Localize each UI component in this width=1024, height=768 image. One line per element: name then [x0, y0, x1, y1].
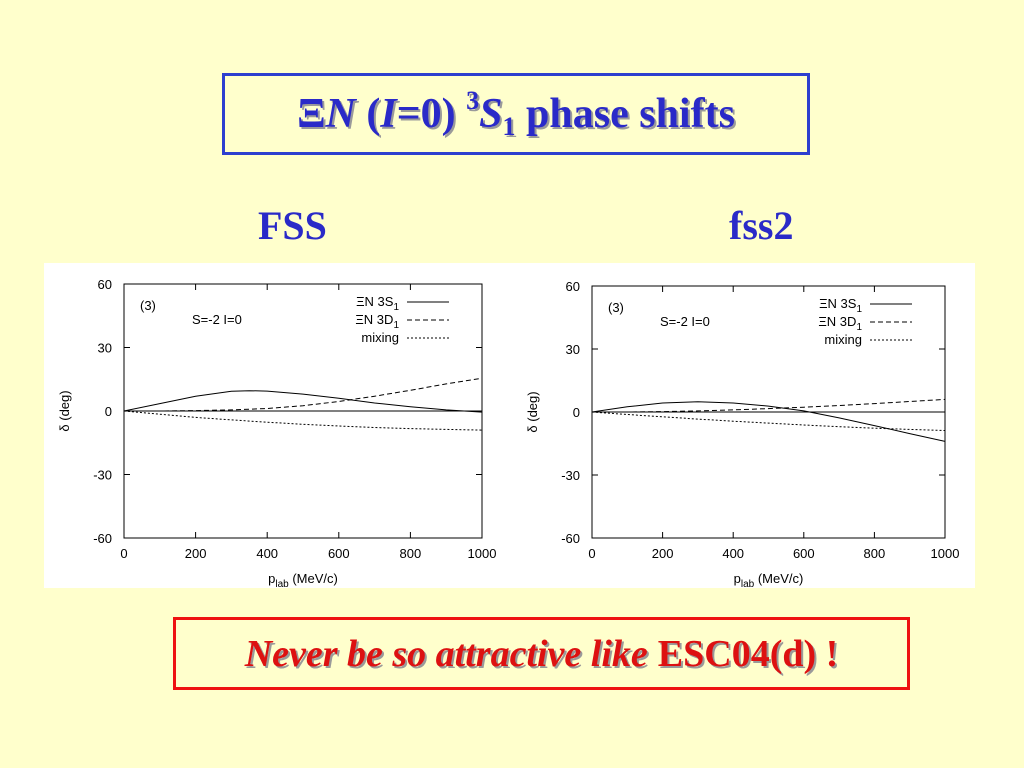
- note-bold-text: ESC04(d) !: [657, 632, 839, 675]
- panel-annotation: S=-2 I=0: [660, 314, 710, 329]
- y-tick-label: 30: [566, 342, 580, 357]
- panel-annotation: S=-2 I=0: [192, 312, 242, 327]
- x-tick-label: 400: [256, 546, 278, 561]
- y-tick-label: 0: [105, 404, 112, 419]
- x-tick-label: 1000: [468, 546, 497, 561]
- series-line: [123, 410, 483, 431]
- x-tick-label: 400: [722, 546, 744, 561]
- x-tick-label: 600: [793, 546, 815, 561]
- series-line: [123, 390, 483, 413]
- legend-label: mixing: [824, 332, 862, 347]
- x-axis-label: plab (MeV/c): [268, 571, 338, 588]
- x-tick-label: 0: [120, 546, 127, 561]
- legend-label: ΞN 3D1: [355, 312, 399, 331]
- x-tick-label: 800: [400, 546, 422, 561]
- y-tick-label: 0: [573, 405, 580, 420]
- y-tick-label: -30: [561, 468, 580, 483]
- y-tick-label: -60: [93, 531, 112, 546]
- right-model-label: fss2: [729, 203, 794, 248]
- legend-label: ΞN 3S1: [356, 294, 399, 313]
- panel-tag: (3): [140, 298, 156, 313]
- y-tick-label: -60: [561, 531, 580, 546]
- y-axis-label: δ (deg): [525, 391, 540, 432]
- x-tick-label: 600: [328, 546, 350, 561]
- series-line: [124, 377, 483, 412]
- left-model-label: FSS: [258, 203, 327, 248]
- left-chart-panel: 60 30 0 -30 -60 0 200 400 600 800 1000 δ (deg) plab …: [44, 263, 512, 588]
- right-phase-shift-chart: 60 30 0 -30 -60 0 200 400 600 800 1000 δ (deg) plab …: [525, 279, 960, 588]
- note-box: Never be so attractive like ESC04(d) !: [173, 617, 910, 690]
- legend-label: ΞN 3S1: [819, 296, 862, 315]
- x-tick-label: 200: [185, 546, 207, 561]
- series-line: [591, 401, 946, 442]
- x-tick-label: 0: [588, 546, 595, 561]
- y-axis-label: δ (deg): [57, 390, 72, 431]
- legend-label: ΞN 3D1: [818, 314, 862, 333]
- x-tick-label: 200: [652, 546, 674, 561]
- slide-title: ΞN (I=0) 3S1 phase shifts: [297, 86, 735, 141]
- y-tick-label: 60: [566, 279, 580, 294]
- series-line: [592, 398, 946, 413]
- y-tick-label: -30: [93, 468, 112, 483]
- x-tick-label: 800: [864, 546, 886, 561]
- x-axis-label: plab (MeV/c): [734, 571, 804, 588]
- note-italic-text: Never be so attractive like: [244, 632, 648, 675]
- y-tick-label: 30: [98, 341, 112, 356]
- series-line: [591, 411, 946, 431]
- left-phase-shift-chart: 60 30 0 -30 -60 0 200 400 600 800 1000 δ (deg) plab …: [57, 277, 497, 588]
- x-tick-label: 1000: [931, 546, 960, 561]
- slide-title-box: ΞN (I=0) 3S1 phase shifts: [222, 73, 810, 155]
- right-chart-panel: 60 30 0 -30 -60 0 200 400 600 800 1000 δ (deg) plab …: [512, 263, 975, 588]
- y-tick-label: 60: [98, 277, 112, 292]
- panel-tag: (3): [608, 300, 624, 315]
- legend-label: mixing: [361, 330, 399, 345]
